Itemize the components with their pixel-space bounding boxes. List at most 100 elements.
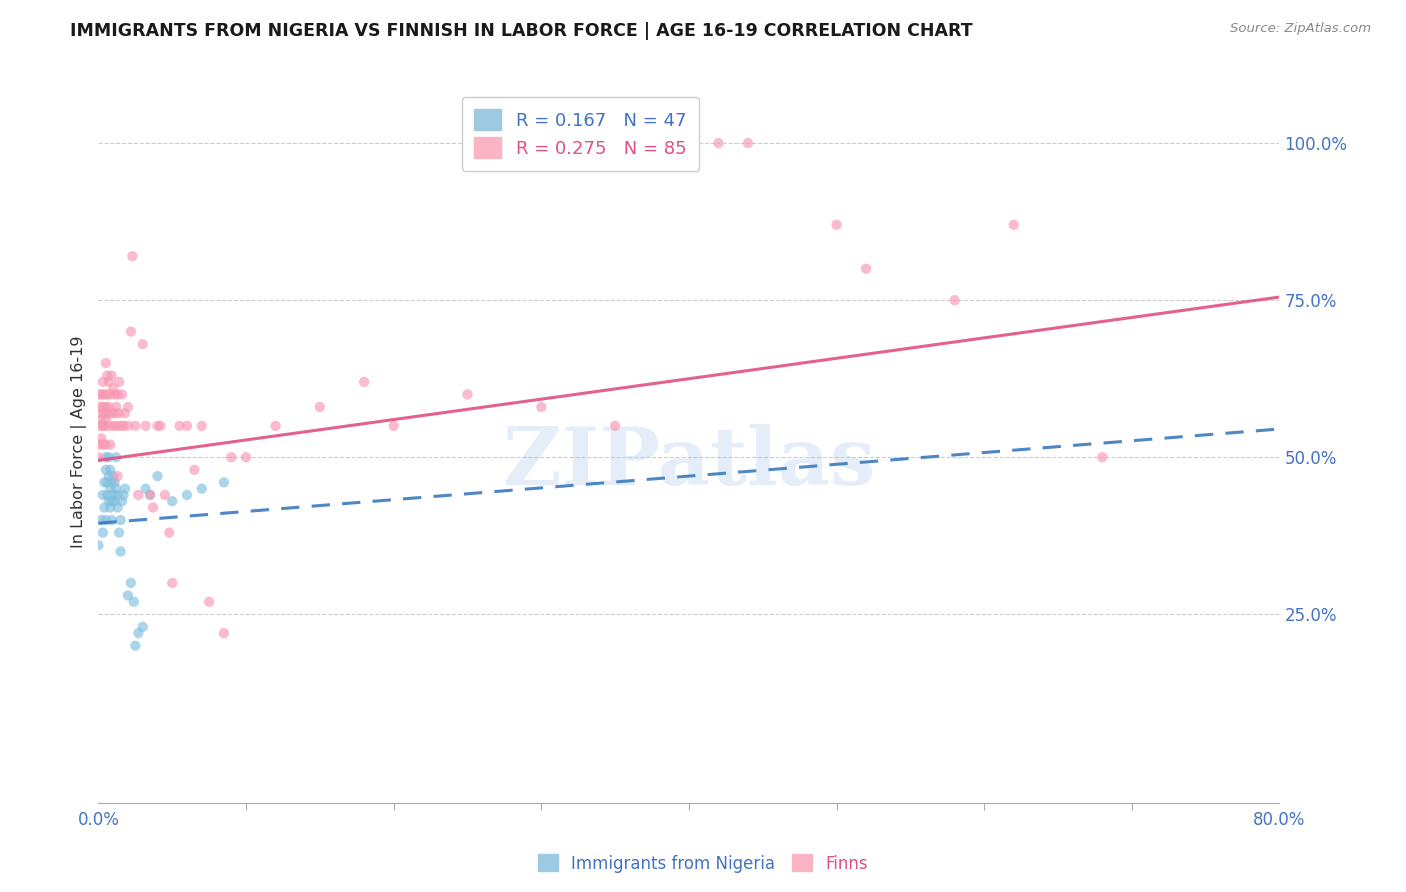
Point <box>605 418 627 433</box>
Legend: R = 0.167   N = 47, R = 0.275   N = 85: R = 0.167 N = 47, R = 0.275 N = 85 <box>461 96 699 170</box>
Point <box>212 626 235 640</box>
Point <box>353 375 375 389</box>
Point <box>96 368 118 383</box>
Point <box>135 418 157 433</box>
Point <box>117 400 139 414</box>
Point <box>176 488 198 502</box>
Point <box>91 418 114 433</box>
Point <box>107 469 129 483</box>
Point <box>127 488 149 502</box>
Point <box>111 494 134 508</box>
Point <box>146 418 169 433</box>
Point <box>162 575 183 590</box>
Point <box>90 387 112 401</box>
Legend: Immigrants from Nigeria, Finns: Immigrants from Nigeria, Finns <box>531 847 875 880</box>
Point <box>120 325 142 339</box>
Point <box>124 418 146 433</box>
Point <box>108 406 131 420</box>
Point <box>121 249 143 263</box>
Point <box>94 450 117 465</box>
Point <box>149 418 172 433</box>
Point <box>108 375 131 389</box>
Point <box>943 293 966 308</box>
Point <box>94 400 117 414</box>
Text: IMMIGRANTS FROM NIGERIA VS FINNISH IN LABOR FORCE | AGE 16-19 CORRELATION CHART: IMMIGRANTS FROM NIGERIA VS FINNISH IN LA… <box>70 22 973 40</box>
Point <box>100 475 122 490</box>
Point <box>105 418 128 433</box>
Point <box>104 406 127 420</box>
Point <box>90 431 112 445</box>
Point <box>91 488 114 502</box>
Point <box>127 626 149 640</box>
Point <box>120 575 142 590</box>
Point <box>382 418 405 433</box>
Point <box>105 400 128 414</box>
Point <box>169 418 191 433</box>
Point <box>87 450 110 465</box>
Point <box>98 463 121 477</box>
Point <box>100 368 122 383</box>
Point <box>93 387 115 401</box>
Point <box>110 544 132 558</box>
Point <box>108 525 131 540</box>
Point <box>91 375 114 389</box>
Point <box>139 488 162 502</box>
Point <box>157 525 180 540</box>
Point <box>110 418 132 433</box>
Point <box>456 387 478 401</box>
Point <box>107 387 129 401</box>
Text: Source: ZipAtlas.com: Source: ZipAtlas.com <box>1230 22 1371 36</box>
Point <box>737 136 759 150</box>
Point <box>97 418 120 433</box>
Point <box>100 494 122 508</box>
Point <box>107 500 129 515</box>
Point <box>87 438 110 452</box>
Point <box>97 450 120 465</box>
Point <box>90 513 112 527</box>
Point <box>212 475 235 490</box>
Point <box>122 595 145 609</box>
Point <box>94 513 117 527</box>
Point <box>112 488 135 502</box>
Point <box>93 406 115 420</box>
Point <box>103 488 125 502</box>
Point <box>124 639 146 653</box>
Point <box>100 406 122 420</box>
Point <box>114 482 136 496</box>
Point <box>132 337 155 351</box>
Point <box>146 469 169 483</box>
Point <box>855 261 877 276</box>
Point <box>91 525 114 540</box>
Point <box>104 387 127 401</box>
Point <box>103 469 125 483</box>
Point <box>117 589 139 603</box>
Point <box>198 595 221 609</box>
Point <box>183 463 205 477</box>
Point <box>191 418 214 433</box>
Point <box>825 218 848 232</box>
Point <box>87 538 110 552</box>
Point <box>1091 450 1114 465</box>
Point <box>94 438 117 452</box>
Point <box>142 500 165 515</box>
Text: ZIPatlas: ZIPatlas <box>503 425 875 502</box>
Point <box>139 488 162 502</box>
Point <box>110 513 132 527</box>
Point <box>98 482 121 496</box>
Point <box>135 482 157 496</box>
Point <box>93 418 115 433</box>
Point <box>264 418 287 433</box>
Point <box>1002 218 1025 232</box>
Point <box>91 400 114 414</box>
Point <box>117 418 139 433</box>
Point <box>96 488 118 502</box>
Point <box>93 475 115 490</box>
Point <box>162 494 183 508</box>
Point <box>235 450 257 465</box>
Point <box>97 400 120 414</box>
Point <box>97 375 120 389</box>
Point <box>114 406 136 420</box>
Point <box>309 400 332 414</box>
Point <box>530 400 553 414</box>
Point <box>89 387 111 401</box>
